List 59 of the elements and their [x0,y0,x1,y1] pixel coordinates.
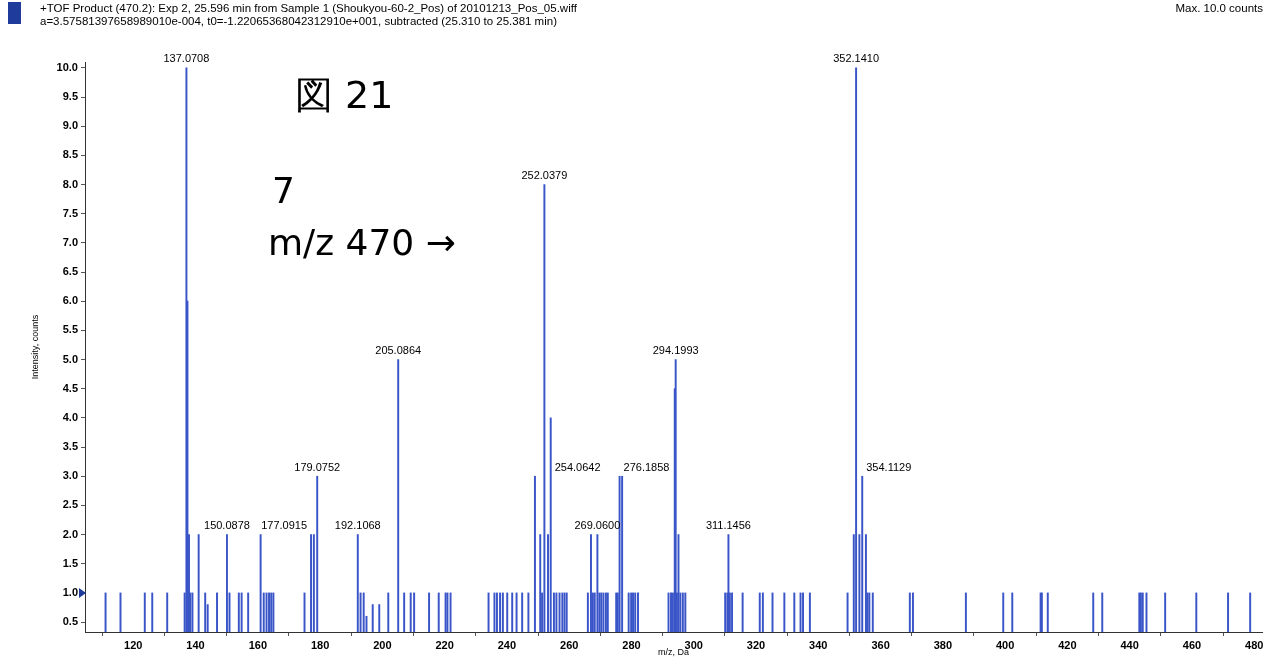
x-tick-label: 400 [995,638,1015,651]
y-tick-label: 5.0 [62,352,78,365]
x-tick-label: 160 [248,638,267,651]
annotation: 177.0915 [261,519,308,532]
y-tick-label: 9.5 [62,90,78,103]
annotation: 354.1129 [866,460,912,473]
x-tick-label: 480 [1245,638,1264,651]
y-tick-label: 5.5 [62,323,78,336]
y-tick-label: 10.0 [56,60,78,73]
chart-title: +TOF Product (470.2): Exp 2, 25.596 min from Sample 1 (Shoukyou-60-2_Pos) of 20101213_Pos_05.wiff [40,2,577,14]
annotation: 294.1993 [652,344,699,357]
y-tick-label: 8.0 [62,177,78,190]
x-tick-label: 240 [497,638,517,651]
annotation: 179.0752 [294,460,341,473]
annotation: 311.1456 [705,519,751,532]
annotation: 図 21 [295,72,394,119]
y-tick-label: 7.0 [62,235,78,248]
y-tick-label: 4.5 [62,381,78,394]
x-tick-label: 140 [186,638,205,651]
y-tick-label: 4.0 [62,410,78,423]
x-tick-label: 120 [124,638,143,651]
annotation: 150.0878 [204,519,250,532]
annotation: 205.0864 [375,344,422,357]
x-tick-label: 280 [622,638,641,651]
y-tick-label: 0.5 [62,615,78,628]
x-tick-label: 180 [310,638,330,651]
annotation: 7 [272,170,295,211]
y-tick-label: 1.5 [62,556,78,569]
x-tick-label: 460 [1182,638,1202,651]
y-tick-label: 3.5 [62,440,78,453]
y-tick-label: 2.0 [62,527,78,540]
x-tick-label: 380 [933,638,953,651]
y-tick-label: 6.5 [62,265,78,278]
y-tick-label: 6.0 [62,294,78,307]
y-tick-label: 8.5 [62,148,78,161]
x-tick-label: 360 [871,638,890,651]
x-tick-label: 200 [373,638,392,651]
annotation: 352.1410 [833,52,880,65]
annotation: 254.0642 [554,460,601,473]
x-tick-label: 440 [1120,638,1139,651]
y-axis-title: Intensity, counts [29,314,40,380]
y-tick-label: 7.5 [62,206,78,219]
y-tick-label: 2.5 [62,498,78,511]
annotation: m/z 470 → [268,222,456,263]
annotation: 276.1858 [623,460,670,473]
annotation: 137.0708 [163,52,210,65]
y-tick-label: 3.0 [62,469,78,482]
x-tick-label: 220 [435,638,454,651]
x-tick-label: 260 [560,638,579,651]
annotation: 192.1068 [334,519,381,532]
annotation: 252.0379 [521,169,568,182]
y-tick-label: 1.0 [62,585,78,598]
x-tick-label: 420 [1058,638,1077,651]
text: Max. 10.0 counts [1175,2,1263,14]
x-tick-label: 320 [746,638,766,651]
y-tick-label: 9.0 [62,119,78,132]
x-tick-label: 300 [684,638,703,651]
x-tick-label: 340 [809,638,828,651]
chart-subtitle: a=3.57581397658989010e-004, t0=-1.22065368042312910e+001, subtracted (25.310 to 25.381 min) [40,15,557,27]
